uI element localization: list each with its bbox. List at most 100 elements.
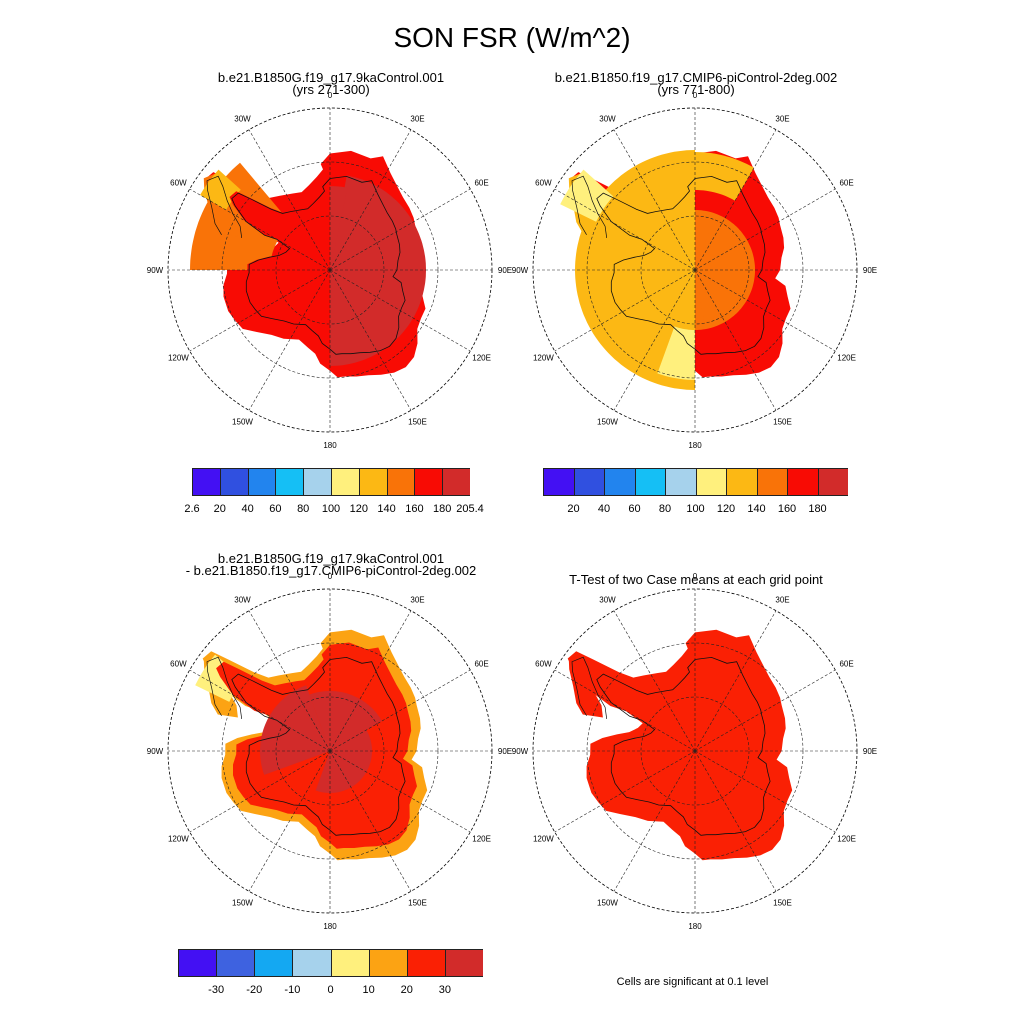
- latitude-circle: [640, 215, 750, 325]
- longitude-label: 120E: [472, 835, 491, 844]
- map-grid: 0 30E 60E 90E 120E 150E 180 150W 120W 90W 60W 30W: [147, 91, 512, 450]
- longitude-label: 60W: [535, 179, 552, 188]
- map-ttest: 0 30E 60E 90E 120E 150E 180 150W 120W 90W 60W 30W: [512, 572, 877, 931]
- meridian-line: [694, 269, 836, 352]
- longitude-label: 120E: [837, 835, 856, 844]
- colorbar-swatch: [275, 468, 304, 496]
- figure-title: SON FSR (W/m^2): [393, 22, 631, 53]
- colorbar-swatch: [444, 949, 483, 977]
- longitude-label: 30E: [775, 595, 789, 604]
- map-border: [532, 107, 858, 433]
- longitude-label: 90E: [863, 747, 877, 756]
- colorbar-tick-label: 20: [213, 503, 226, 515]
- longitude-label: 60E: [839, 660, 853, 669]
- meridian-line: [613, 129, 696, 271]
- colorbar-swatch: [254, 949, 293, 977]
- meridian-line: [694, 188, 836, 271]
- colorbar-tick-label: 2.6: [184, 503, 200, 515]
- colorbar-tick-label: 40: [241, 503, 254, 515]
- colorbar-swatch: [665, 468, 696, 496]
- longitude-label: 120W: [168, 354, 189, 363]
- colorbar-tick-label: 30: [438, 984, 451, 996]
- longitude-label: 90W: [512, 266, 529, 275]
- longitude-label: 150W: [232, 899, 253, 908]
- latitude-circle: [275, 215, 385, 325]
- shading-region: [260, 685, 330, 775]
- panel-2-title: b.e21.B1850.f19_g17.CMIP6-piControl-2deg…: [546, 71, 846, 96]
- colorbar-tick-label: 205.4: [456, 503, 484, 515]
- colorbar-tick-label: 100: [321, 503, 341, 515]
- map-grid: 0 30E 60E 90E 120E 150E 180 150W 120W 90W 60W 30W: [147, 572, 512, 931]
- panel-3-minus-case: - b.e21.B1850.f19_g17.CMIP6-piControl-2d…: [185, 563, 477, 578]
- meridian-line: [329, 610, 412, 752]
- colorbar-swatch: [787, 468, 818, 496]
- meridian-line: [248, 610, 331, 752]
- meridian-line: [189, 750, 331, 833]
- colorbar-swatch: [573, 468, 604, 496]
- longitude-label: 180: [688, 922, 702, 931]
- meridian-line: [329, 129, 412, 271]
- longitude-label: 30W: [599, 114, 616, 123]
- meridian-line: [248, 129, 331, 271]
- map-border: [532, 588, 858, 914]
- meridian-line: [248, 750, 331, 892]
- panel-1-years: (yrs 271-300): [292, 82, 370, 97]
- coastline: [231, 656, 406, 836]
- shading-region: [330, 175, 426, 366]
- colorbar-swatch: [604, 468, 635, 496]
- colorbar-tick-label: 0: [327, 984, 334, 996]
- map-grid: 0 30E 60E 90E 120E 150E 180 150W 120W 90W 60W 30W: [512, 91, 877, 450]
- colorbar-tick-label: 60: [269, 503, 282, 515]
- longitude-label: 150W: [232, 418, 253, 427]
- colorbar-swatch: [358, 468, 387, 496]
- meridian-line: [694, 750, 777, 892]
- colorbar-swatch: [216, 949, 255, 977]
- longitude-label: 180: [323, 441, 337, 450]
- colorbar-tick-label: -10: [284, 984, 301, 996]
- longitude-label: 60E: [474, 660, 488, 669]
- significance-note: Cells are significant at 0.1 level: [616, 976, 769, 988]
- shading-region: [678, 152, 754, 201]
- longitude-label: 150W: [597, 418, 618, 427]
- meridian-line: [613, 269, 696, 411]
- map-case2: 0 30E 60E 90E 120E 150E 180 150W 120W 90W 60W 30W: [512, 91, 877, 450]
- shading-region: [695, 219, 749, 324]
- map-border: [167, 588, 493, 914]
- colorbar-tick-label: -20: [246, 984, 263, 996]
- meridian-line: [189, 188, 331, 271]
- peninsula-shading: [568, 654, 603, 718]
- longitude-label: 0: [693, 91, 698, 100]
- colorbar-tick-label: 100: [686, 503, 705, 515]
- colorbar-tick-label: 160: [777, 503, 797, 515]
- longitude-label: 90W: [512, 747, 529, 756]
- longitude-label: 180: [323, 922, 337, 931]
- meridian-line: [554, 188, 696, 271]
- colorbar-swatch: [695, 468, 726, 496]
- colorbar-tick-label: 180: [808, 503, 827, 515]
- panel-4-ttest-label: T-Test of two Case means at each grid po…: [569, 572, 823, 587]
- longitude-label: 60E: [474, 179, 488, 188]
- map-grid: 0 30E 60E 90E 120E 150E 180 150W 120W 90W 60W 30W: [512, 572, 877, 931]
- colorbar-swatch: [192, 468, 220, 496]
- colorbar-swatch: [634, 468, 665, 496]
- peninsula-coastline: [571, 656, 608, 719]
- colorbar-swatch: [756, 468, 787, 496]
- longitude-label: 150E: [773, 418, 792, 427]
- longitude-label: 0: [328, 91, 333, 100]
- meridian-line: [189, 269, 331, 352]
- colorbar-case1: 2.6 20 40 60 80 100 120 140 160 180 205.4: [184, 468, 484, 518]
- colorbar-swatch: [442, 468, 470, 496]
- meridian-line: [329, 750, 471, 833]
- peninsula-coastline: [206, 656, 243, 719]
- colorbar-swatch: [386, 468, 415, 496]
- meridian-line: [554, 669, 696, 752]
- longitude-label: 90E: [863, 266, 877, 275]
- colorbar-tick-label: 20: [567, 503, 580, 515]
- colorbar-tick-label: 10: [362, 984, 375, 996]
- longitude-label: 60E: [839, 179, 853, 188]
- colorbar-swatch: [219, 468, 248, 496]
- colorbar-case2: 20 40 60 80 100 120 140 160 180: [543, 468, 848, 518]
- colorbar-tick-label: 180: [433, 503, 452, 515]
- meridian-line: [694, 129, 777, 271]
- longitude-label: 30E: [410, 595, 424, 604]
